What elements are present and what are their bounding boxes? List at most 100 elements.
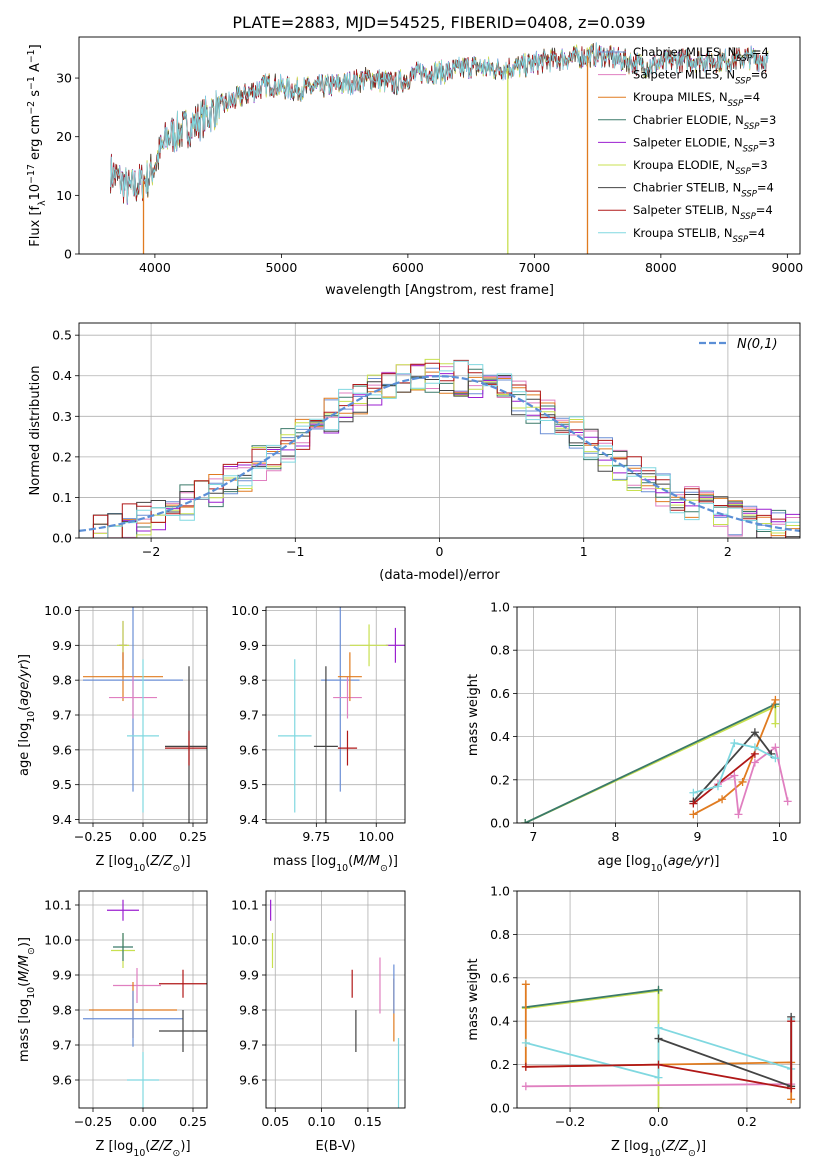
y-tick-label: 9.8 (239, 673, 259, 688)
x-tick-label: 7 (529, 829, 537, 844)
mass-vs-ebv-panel: 0.05 0.10 0.15 9.6 9.7 9.8 9.9 10.0 10.1 E(B-V) (231, 890, 406, 1154)
residual-hist-panel: −2 −1 0 1 2 0.0 0.1 0.2 0.3 0.4 0.5 N(0,1) (data-mod… (28, 322, 801, 583)
legend-entry: Chabrier STELIB, NSSP=4 (633, 181, 774, 200)
y-tick-label: 9.9 (52, 968, 72, 983)
weight-marker (718, 795, 727, 804)
y-tick-label: 10 (56, 188, 72, 203)
y-tick-label: 9.5 (239, 777, 259, 792)
x-tick-label: 0.2 (737, 1114, 757, 1129)
age-vs-mass-panel: 9.75 10.00 9.4 9.5 9.6 9.7 9.8 9.9 10.0 mass [log… (231, 603, 406, 874)
x-tick-label: 9.75 (302, 829, 330, 844)
y-tick-label: 9.8 (52, 673, 72, 688)
x-tick-label: 0.10 (308, 1114, 336, 1129)
axes-frame (516, 606, 801, 824)
weight-marker (771, 754, 780, 763)
legend-entry: Kroupa MILES, NSSP=4 (633, 90, 760, 109)
legend-entry: N(0,1) (737, 337, 778, 352)
x-tick-label: −2 (142, 544, 160, 559)
mass-vs-Z-plot-area (83, 899, 207, 1108)
weight-line (692, 753, 756, 805)
weight-marker (521, 1062, 530, 1071)
y-tick-label: 10.0 (44, 603, 72, 618)
x-tick-label: 0.0 (649, 1114, 669, 1129)
weight-marker (750, 728, 759, 737)
weight-marker (750, 758, 759, 767)
weight-marker (750, 743, 759, 752)
weight-line (525, 1083, 792, 1088)
massweight-vs-age-panel: 7 8 9 10 0.0 0.2 0.4 0.6 0.8 1.0 age [log10(age/yr… (466, 600, 801, 874)
y-tick-label: 0.4 (490, 1014, 510, 1029)
y-tick-label: 0.2 (490, 772, 510, 787)
y-tick-label: 0.4 (52, 368, 72, 383)
axes-frame (265, 606, 406, 824)
weight-marker (734, 810, 743, 819)
massweight-vs-Z-panel: −0.2 0.0 0.2 0.0 0.2 0.4 0.6 0.8 1.0 Z [log10(Z/Z… (466, 884, 801, 1159)
weight-marker (771, 695, 780, 704)
weight-marker (654, 1034, 663, 1043)
x-tick-label: 8000 (645, 260, 677, 275)
weight-marker (730, 771, 739, 780)
y-tick-label: 30 (56, 71, 72, 86)
y-tick-label: 0.3 (52, 409, 72, 424)
y-tick-label: 9.7 (52, 1038, 72, 1053)
x-tick-label: 10 (772, 829, 788, 844)
age-vs-mass-plot-area (277, 607, 405, 823)
spectrum-panel: 4000 5000 6000 7000 8000 9000 0 10 20 30 wavelengt… (26, 36, 803, 298)
y-tick-label: 9.9 (52, 638, 72, 653)
legend-entry: Chabrier MILES, NSSP=4 (633, 45, 769, 64)
weight-marker (689, 810, 698, 819)
residual-hist-plot-area (79, 358, 800, 538)
y-tick-label: 1.0 (490, 600, 510, 615)
axes-frame (516, 890, 801, 1109)
axes-frame (265, 890, 406, 1109)
x-axis-label: Z [log10(Z/Z⊙)] (95, 854, 190, 874)
y-tick-label: 10.1 (44, 898, 72, 913)
legend-entry: Salpeter STELIB, NSSP=4 (633, 203, 773, 222)
y-tick-label: 1.0 (490, 884, 510, 899)
y-tick-label: 0.4 (490, 729, 510, 744)
spectrum-legend: Chabrier MILES, NSSP=4 Salpeter MILES, NS… (598, 45, 776, 245)
weight-marker (787, 1017, 796, 1026)
weight-marker (730, 739, 739, 748)
y-tick-label: 10.0 (44, 933, 72, 948)
weight-marker (738, 777, 747, 786)
x-tick-label: 4000 (139, 260, 171, 275)
y-tick-label: 0.5 (52, 328, 72, 343)
y-tick-label: 0.0 (490, 1101, 510, 1116)
x-tick-label: 0.05 (261, 1114, 289, 1129)
x-tick-label: −0.2 (555, 1114, 585, 1129)
y-tick-label: 9.9 (239, 638, 259, 653)
axes-frame (78, 606, 208, 824)
y-tick-label: 0.6 (490, 970, 510, 985)
y-tick-label: 10.0 (231, 603, 259, 618)
x-axis-label: (data-model)/error (379, 568, 500, 583)
weight-marker (783, 797, 792, 806)
y-tick-label: 0.6 (490, 686, 510, 701)
y-tick-label: 9.7 (239, 1038, 259, 1053)
x-tick-label: −0.25 (74, 829, 112, 844)
y-tick-label: 9.8 (52, 1003, 72, 1018)
y-axis-label: Normed distribution (28, 366, 43, 496)
mass-vs-Z-panel: −0.25 0.00 0.25 9.6 9.7 9.8 9.9 10.0 10.1 Z [log1… (17, 890, 208, 1159)
x-axis-label: wavelength [Angstrom, rest frame] (325, 283, 554, 298)
y-tick-label: 9.6 (239, 742, 259, 757)
spectrum-plot-area (110, 42, 769, 254)
y-tick-label: 0.8 (490, 643, 510, 658)
spectrum-line (110, 42, 769, 204)
weight-marker (654, 1060, 663, 1069)
legend-entry: Chabrier ELODIE, NSSP=3 (633, 113, 776, 132)
weight-line (692, 699, 777, 816)
x-tick-label: 0.25 (179, 829, 207, 844)
age-vs-Z-plot-area (83, 607, 207, 823)
y-tick-label: 9.6 (52, 1073, 72, 1088)
weight-marker (521, 819, 530, 823)
massweight-vs-Z-plot-area (521, 980, 796, 1108)
y-tick-label: 9.7 (52, 708, 72, 723)
x-tick-label: 1 (580, 544, 588, 559)
y-tick-label: 0 (64, 247, 72, 262)
histogram-series (79, 364, 800, 538)
weight-line (693, 742, 776, 794)
y-tick-label: 0.0 (52, 531, 72, 546)
x-tick-label: 0.15 (354, 1114, 382, 1129)
y-tick-label: 9.7 (239, 708, 259, 723)
